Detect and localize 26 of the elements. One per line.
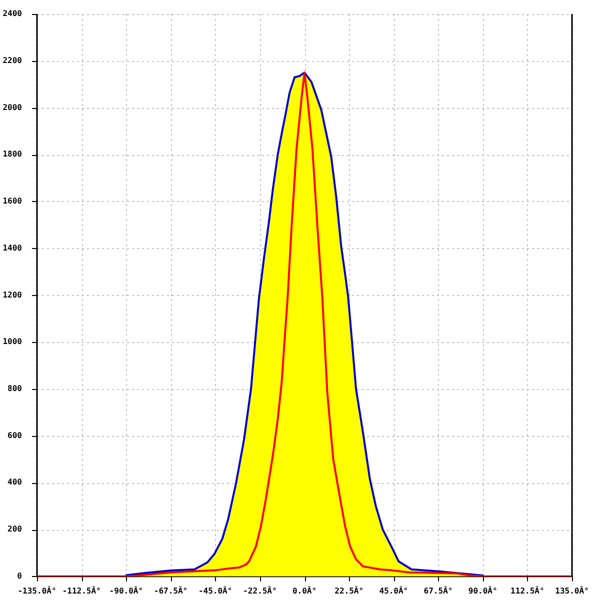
- x-tick-label: 135.0Â°: [555, 585, 589, 596]
- x-tick-label: -90.0Â°: [109, 585, 144, 596]
- y-tick-label: 800: [8, 384, 22, 394]
- x-tick-label: 45.0Â°: [379, 585, 408, 596]
- x-tick-label: -67.5Â°: [154, 585, 188, 596]
- x-tick-label: -112.5Â°: [62, 585, 101, 596]
- x-tick-label: -45.0Â°: [198, 585, 232, 596]
- x-tick-label: 67.5Â°: [424, 585, 453, 596]
- x-tick-label: -135.0Â°: [18, 585, 56, 596]
- y-tick-label: 400: [8, 478, 22, 487]
- x-tick-label: 22.5Â°: [334, 585, 364, 596]
- y-tick-label: 0: [17, 571, 22, 580]
- x-tick-label: 0.0Â°: [292, 585, 317, 596]
- y-tick-label: 200: [8, 524, 22, 534]
- y-tick-label: 2000: [2, 102, 22, 112]
- y-tick-label: 2400: [2, 9, 22, 18]
- y-tick-label: 1000: [2, 337, 22, 346]
- x-tick-label: -22.5Â°: [243, 585, 277, 596]
- y-tick-label: 1800: [2, 150, 22, 159]
- y-tick-label: 600: [8, 430, 22, 440]
- y-tick-label: 2200: [2, 56, 22, 65]
- y-tick-label: 1600: [2, 196, 22, 206]
- x-tick-label: 90.0Â°: [468, 585, 498, 596]
- x-tick-label: 112.5Â°: [510, 585, 544, 596]
- y-tick-label: 1200: [2, 290, 22, 300]
- y-tick-label: 1400: [2, 243, 22, 252]
